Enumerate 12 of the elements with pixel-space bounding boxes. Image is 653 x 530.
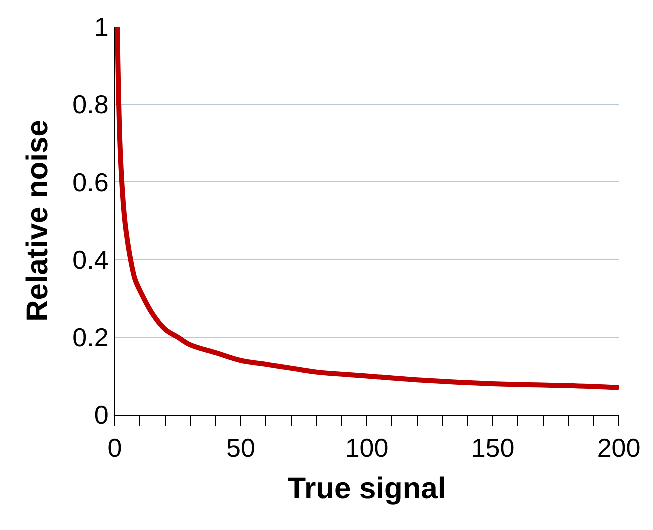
x-tick-label: 150 <box>471 433 515 464</box>
y-tick-label: 0.8 <box>72 90 109 120</box>
x-tick-label: 200 <box>597 433 641 464</box>
x-tick-label: 50 <box>226 433 256 464</box>
y-tick-label: 0.2 <box>72 322 109 352</box>
y-tick-label: 1 <box>94 12 109 42</box>
y-axis-title: Relative noise <box>22 120 55 322</box>
x-tick-label: 100 <box>345 433 389 464</box>
y-tick-label: 0 <box>94 400 109 430</box>
y-tick-label: 0.6 <box>72 167 109 198</box>
y-tick-label: 0.4 <box>72 244 109 275</box>
x-axis-title: True signal <box>288 472 446 506</box>
